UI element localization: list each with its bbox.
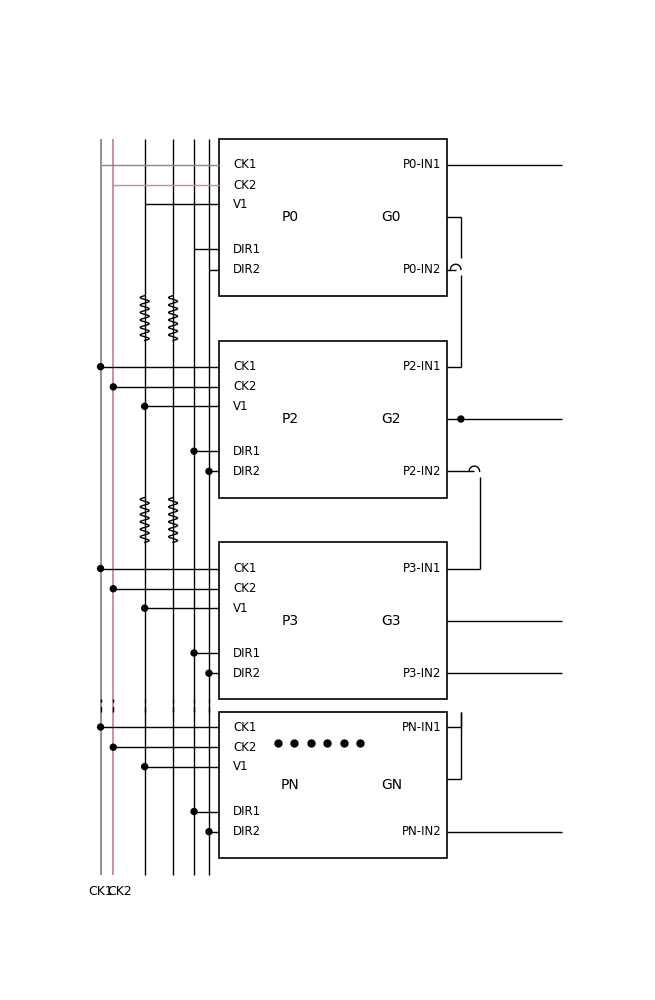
Text: PN: PN <box>281 778 300 792</box>
Text: V1: V1 <box>233 400 248 413</box>
Circle shape <box>206 670 212 676</box>
Circle shape <box>191 809 197 814</box>
Circle shape <box>98 724 103 730</box>
Circle shape <box>110 744 117 750</box>
Text: CK2: CK2 <box>233 741 256 754</box>
Circle shape <box>141 403 147 409</box>
Text: CK2: CK2 <box>233 380 256 393</box>
Text: P3-IN2: P3-IN2 <box>403 667 441 680</box>
Text: PN-IN2: PN-IN2 <box>402 825 441 838</box>
Text: P0-IN1: P0-IN1 <box>403 158 441 171</box>
Text: V1: V1 <box>233 198 248 211</box>
Text: CK2: CK2 <box>233 179 256 192</box>
Text: DIR2: DIR2 <box>233 667 261 680</box>
Text: CK2: CK2 <box>233 582 256 595</box>
Text: DIR1: DIR1 <box>233 805 261 818</box>
Circle shape <box>141 605 147 611</box>
Circle shape <box>141 764 147 770</box>
Text: CK2: CK2 <box>107 885 132 898</box>
Text: P2-IN2: P2-IN2 <box>403 465 441 478</box>
Circle shape <box>191 448 197 454</box>
Bar <box>219 341 447 498</box>
Circle shape <box>98 364 103 370</box>
Circle shape <box>110 586 117 592</box>
Text: CK1: CK1 <box>233 721 256 734</box>
Circle shape <box>98 566 103 572</box>
Text: P0-IN2: P0-IN2 <box>403 263 441 276</box>
Text: DIR2: DIR2 <box>233 465 261 478</box>
Text: GN: GN <box>381 778 402 792</box>
Text: V1: V1 <box>233 760 248 773</box>
Text: P3: P3 <box>282 614 299 628</box>
Text: DIR1: DIR1 <box>233 243 261 256</box>
Circle shape <box>191 650 197 656</box>
Circle shape <box>206 468 212 474</box>
Text: P2-IN1: P2-IN1 <box>403 360 441 373</box>
Circle shape <box>458 416 464 422</box>
Text: DIR2: DIR2 <box>233 263 261 276</box>
Text: CK1: CK1 <box>233 158 256 171</box>
Text: P0: P0 <box>282 210 299 224</box>
Text: G3: G3 <box>382 614 401 628</box>
Bar <box>219 542 447 699</box>
Text: DIR1: DIR1 <box>233 445 261 458</box>
Text: CK1: CK1 <box>233 562 256 575</box>
Text: G0: G0 <box>382 210 401 224</box>
Text: P2: P2 <box>282 412 299 426</box>
Text: P3-IN1: P3-IN1 <box>403 562 441 575</box>
Text: CK1: CK1 <box>88 885 113 898</box>
Text: DIR1: DIR1 <box>233 647 261 660</box>
Text: G2: G2 <box>382 412 401 426</box>
Bar <box>219 712 447 858</box>
Text: CK1: CK1 <box>233 360 256 373</box>
Text: V1: V1 <box>233 602 248 615</box>
Circle shape <box>110 384 117 390</box>
Text: DIR2: DIR2 <box>233 825 261 838</box>
Circle shape <box>206 829 212 835</box>
Text: PN-IN1: PN-IN1 <box>402 721 441 734</box>
Bar <box>219 139 447 296</box>
